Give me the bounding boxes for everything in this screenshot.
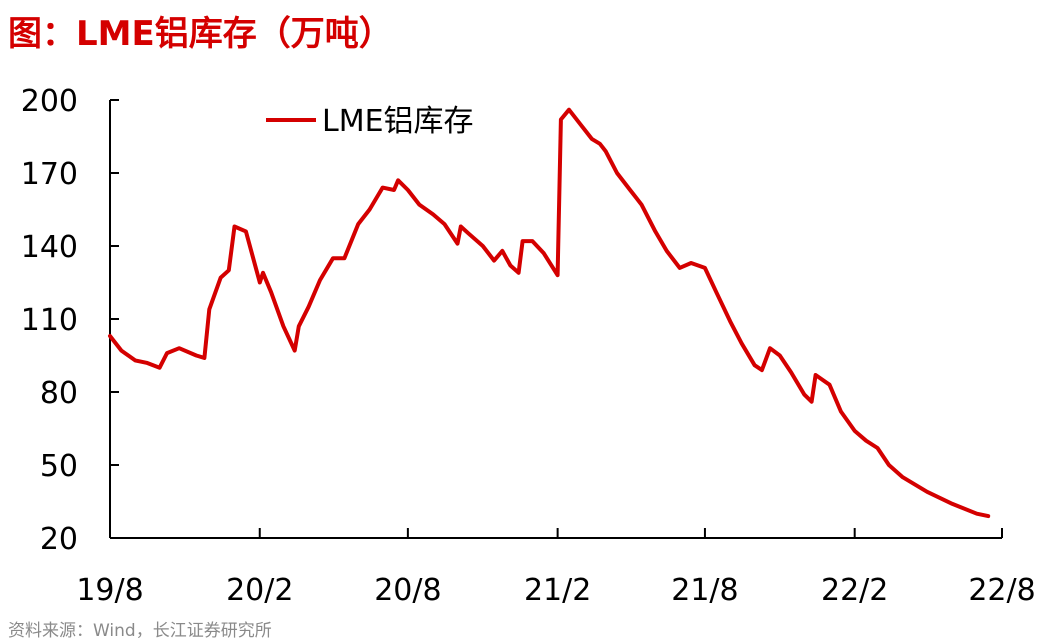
chart-legend: LME铝库存 (266, 104, 474, 139)
y-tick-label: 140 (21, 230, 78, 265)
chart-axes (109, 100, 1002, 539)
series-line (108, 107, 991, 519)
x-tick-label: 21/8 (671, 573, 738, 608)
source-note: 资料来源：Wind，长江证券研究所 (8, 621, 272, 641)
y-tick-label: 20 (40, 522, 78, 557)
y-tick-label: 80 (40, 376, 78, 411)
line-chart: 20 50 80 110 140 170 200 19/8 20/2 20/8 21/2 21/8 2… (21, 84, 1036, 608)
y-tick-label: 170 (21, 157, 78, 192)
legend-label: LME铝库存 (322, 104, 474, 139)
y-tick-label: 50 (40, 449, 78, 484)
y-tick-label: 200 (21, 84, 78, 119)
x-tick-label: 20/8 (374, 573, 441, 608)
y-axis-ticks: 20 50 80 110 140 170 200 (21, 84, 119, 557)
x-tick-label: 20/2 (226, 573, 293, 608)
y-tick-label: 110 (21, 303, 78, 338)
figure-title: 图：LME铝库存（万吨） (8, 14, 393, 54)
x-tick-label: 22/8 (968, 573, 1035, 608)
chart-series (108, 107, 991, 519)
x-tick-label: 19/8 (76, 573, 143, 608)
x-tick-label: 21/2 (524, 573, 591, 608)
x-tick-label: 22/2 (821, 573, 888, 608)
x-axis-ticks: 19/8 20/2 20/8 21/2 21/8 22/2 22/8 (76, 528, 1036, 608)
